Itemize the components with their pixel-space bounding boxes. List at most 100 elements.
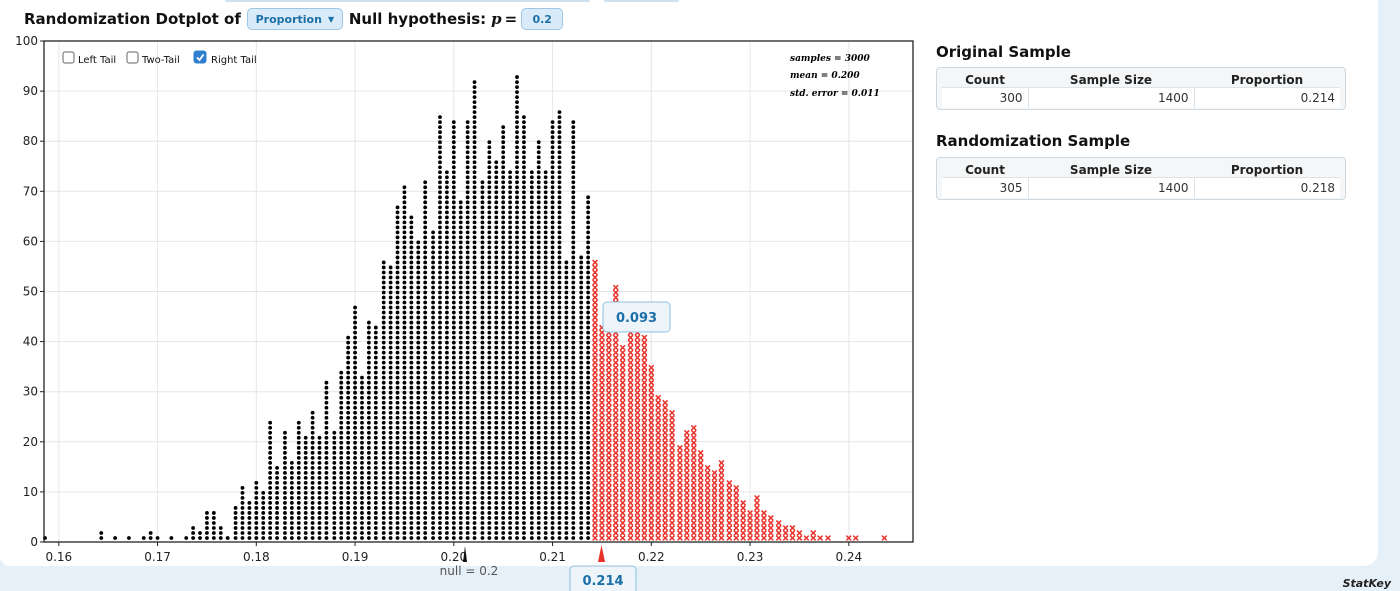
dot <box>487 295 492 300</box>
dot <box>310 445 315 450</box>
dot <box>438 300 442 305</box>
dot <box>423 295 428 300</box>
right-tail-checkbox[interactable]: Right Tail <box>193 50 257 66</box>
dot <box>254 521 259 525</box>
dot <box>550 155 555 160</box>
dot <box>423 405 428 410</box>
dot <box>402 290 407 295</box>
dot <box>508 501 512 505</box>
dot <box>550 380 555 385</box>
left-tail-checkbox[interactable]: Left Tail <box>62 51 116 66</box>
two-tail-checkbox[interactable]: Two-Tail <box>126 51 180 66</box>
dot <box>494 270 499 275</box>
tail-dot <box>592 319 598 326</box>
tail-dot <box>648 525 655 531</box>
cutoff-arrow-icon[interactable] <box>598 545 605 562</box>
dot <box>515 270 519 275</box>
dot <box>515 80 519 84</box>
dot <box>310 440 315 445</box>
dot <box>438 375 442 380</box>
dot <box>522 200 526 205</box>
dot <box>579 290 584 295</box>
dot <box>438 516 442 520</box>
tail-dot <box>704 515 711 521</box>
tail-dot <box>690 439 697 446</box>
dot <box>586 260 591 265</box>
dot <box>550 315 555 320</box>
dot <box>283 516 287 520</box>
dot <box>451 335 456 340</box>
dot <box>472 240 477 245</box>
dot <box>240 526 245 530</box>
tail-dot <box>592 459 598 466</box>
dot <box>515 165 519 170</box>
dot <box>360 435 364 440</box>
dot <box>395 235 400 240</box>
dot <box>557 280 562 285</box>
tail-dot <box>634 525 641 531</box>
dot <box>557 175 562 180</box>
null-value-input[interactable]: 0.2 <box>521 8 564 30</box>
dot <box>579 496 584 500</box>
tail-dot <box>592 364 598 371</box>
dot <box>402 486 407 490</box>
dot <box>381 295 386 300</box>
dot <box>381 425 386 430</box>
null-arrow-icon <box>463 546 467 562</box>
tail-proportion-box[interactable]: 0.093 <box>602 301 671 333</box>
dot <box>451 120 456 125</box>
tail-dot <box>599 389 605 396</box>
tail-dot <box>599 454 605 461</box>
dot <box>480 501 485 505</box>
dot <box>416 460 421 465</box>
dot <box>508 365 512 370</box>
statistic-dropdown[interactable]: Proportion ▼ <box>246 8 343 30</box>
dot <box>402 210 407 215</box>
tail-dot <box>605 479 612 486</box>
dot <box>522 395 526 400</box>
dot <box>381 460 386 465</box>
tail-dot <box>782 535 789 541</box>
dot <box>445 531 449 535</box>
two-tail-checkbox-box[interactable] <box>126 51 139 64</box>
dot <box>373 365 378 370</box>
dot <box>543 521 548 525</box>
dot <box>388 506 393 510</box>
dot <box>472 215 477 220</box>
observed-marker[interactable]: 0.214 <box>569 545 637 591</box>
dot <box>296 430 301 435</box>
x-tick-label: 0.16 <box>45 550 72 564</box>
dot <box>557 305 562 310</box>
dot <box>458 475 463 480</box>
dot <box>472 260 477 265</box>
dot <box>423 425 428 430</box>
dot <box>445 235 449 240</box>
dot <box>402 260 407 265</box>
dot <box>472 531 477 535</box>
dot <box>472 470 477 475</box>
dot <box>522 355 526 360</box>
tail-dot <box>740 525 747 531</box>
dot <box>423 400 428 405</box>
tail-dot <box>592 264 598 271</box>
right-tail-checkbox-box[interactable] <box>193 50 207 64</box>
dot <box>289 536 294 540</box>
dot <box>409 385 414 390</box>
tail-dot <box>669 515 675 521</box>
tail-dot <box>754 515 760 521</box>
dot <box>522 536 526 540</box>
dot <box>458 455 463 460</box>
dot <box>409 425 414 430</box>
dot <box>529 230 534 235</box>
dot <box>564 295 569 300</box>
dot <box>494 365 499 370</box>
dot <box>564 536 569 540</box>
dot <box>543 365 548 370</box>
dot <box>445 180 449 185</box>
tail-proportion-frame[interactable] <box>602 301 671 333</box>
dot <box>472 200 477 205</box>
dot <box>536 415 541 420</box>
tail-dot <box>599 404 605 411</box>
left-tail-checkbox-box[interactable] <box>62 51 75 64</box>
observed-value-box[interactable] <box>569 565 637 591</box>
